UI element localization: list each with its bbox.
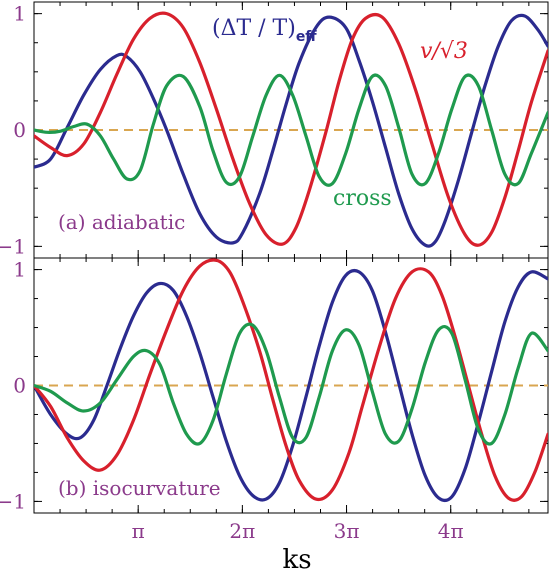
- x-tick-label: 2π: [229, 519, 255, 543]
- x-tick-label: π: [132, 519, 145, 543]
- panel-adiabatic: 1 0 −1: [0, 1, 549, 259]
- y-tick-label: 1: [13, 2, 26, 26]
- series-group: [34, 258, 548, 503]
- panel-label-adiabatic: (a) adiabatic: [58, 210, 185, 234]
- series-line-temperature: [34, 13, 548, 248]
- series-line-velocity: [34, 11, 548, 247]
- panel-isocurvature: 1 0 −1 π 2π 3π 4π: [0, 257, 549, 543]
- series-line-temperature: [34, 268, 548, 503]
- temperature-annotation: (ΔT / T)eff: [212, 16, 317, 45]
- y-tick-label: −1: [0, 234, 26, 258]
- series-line-velocity: [34, 258, 548, 502]
- y-tick-label: 1: [13, 258, 26, 282]
- panel-label-isocurvature: (b) isocurvature: [58, 476, 221, 500]
- velocity-annotation: v/√3: [420, 39, 468, 64]
- x-axis-label: ks: [282, 545, 311, 575]
- x-tick-label: 4π: [438, 519, 464, 543]
- y-tick-label: −1: [0, 489, 26, 513]
- y-tick-label: 0: [13, 118, 26, 142]
- cross-annotation: cross: [333, 186, 392, 211]
- series-line-cross: [34, 322, 548, 446]
- series-line-cross: [34, 73, 548, 187]
- series-group: [34, 11, 548, 248]
- y-tick-label: 0: [13, 374, 26, 398]
- x-tick-label: 3π: [334, 519, 360, 543]
